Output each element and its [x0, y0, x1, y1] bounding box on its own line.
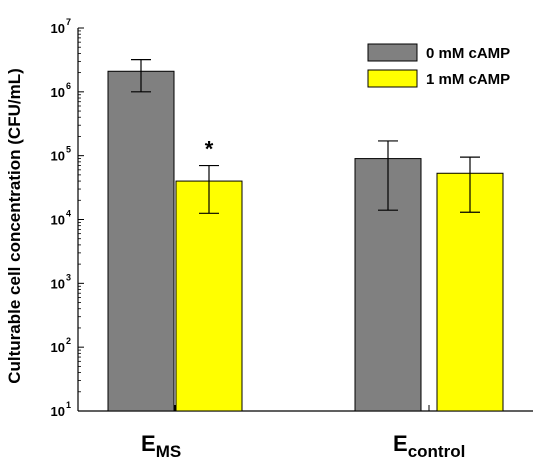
- x-tick-label-sub: MS: [156, 442, 182, 458]
- y-axis-label: Culturable cell concentration (CFU/mL): [5, 68, 24, 383]
- y-tick-label: 10: [51, 149, 65, 164]
- y-tick-label: 10: [51, 85, 65, 100]
- legend-label: 0 mM cAMP: [426, 45, 510, 62]
- y-tick-exponent: 7: [66, 17, 71, 27]
- y-tick-base: 10: [51, 404, 65, 419]
- y-tick-exponent: 1: [66, 400, 71, 410]
- x-tick-label-main: E: [393, 431, 408, 456]
- bar: [175, 180, 243, 412]
- y-tick-exponent: 5: [66, 145, 71, 155]
- y-tick-exponent: 2: [66, 336, 71, 346]
- legend-label: 1 mM cAMP: [426, 71, 510, 88]
- y-tick-base: 10: [51, 276, 65, 291]
- x-tick-label: EMS: [141, 431, 181, 458]
- y-tick-base: 10: [51, 149, 65, 164]
- y-tick-label: 10: [51, 340, 65, 355]
- y-tick-base: 10: [51, 21, 65, 36]
- y-tick-base: 10: [51, 340, 65, 355]
- error-bars: [131, 58, 480, 214]
- y-tick-exponent: 3: [66, 272, 71, 282]
- y-tick-label: 10: [51, 404, 65, 419]
- y-tick-exponent: 6: [66, 81, 71, 91]
- y-tick-label: 10: [51, 213, 65, 228]
- legend: 0 mM cAMP 1 mM cAMP: [367, 43, 510, 88]
- annotations: *: [205, 137, 214, 162]
- x-tick-label-main: E: [141, 431, 156, 456]
- x-tick-label-sub: control: [408, 442, 466, 458]
- bar: [107, 70, 175, 412]
- x-tick-label: Econtrol: [393, 431, 465, 458]
- bars: [107, 70, 504, 412]
- significance-marker: *: [205, 137, 214, 162]
- y-tick-exponent: 4: [66, 209, 71, 219]
- y-tick-label: 10: [51, 21, 65, 36]
- y-tick-base: 10: [51, 85, 65, 100]
- y-tick-label: 10: [51, 276, 65, 291]
- legend-swatch: [367, 43, 418, 62]
- legend-swatch: [367, 69, 418, 88]
- y-tick-base: 10: [51, 213, 65, 228]
- x-axis: EMS Econtrol: [141, 405, 465, 458]
